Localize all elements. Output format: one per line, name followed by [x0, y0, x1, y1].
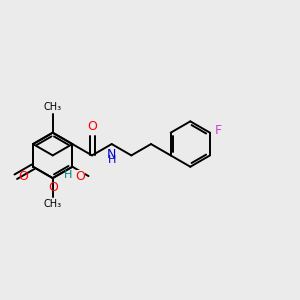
- Text: O: O: [87, 120, 97, 134]
- Text: H: H: [107, 155, 116, 165]
- Text: CH₃: CH₃: [44, 199, 62, 209]
- Text: CH₃: CH₃: [44, 102, 62, 112]
- Text: H: H: [64, 170, 72, 180]
- Text: F: F: [215, 124, 222, 136]
- Text: N: N: [107, 148, 116, 161]
- Text: O: O: [18, 170, 28, 183]
- Text: O: O: [48, 181, 58, 194]
- Text: O: O: [75, 169, 85, 183]
